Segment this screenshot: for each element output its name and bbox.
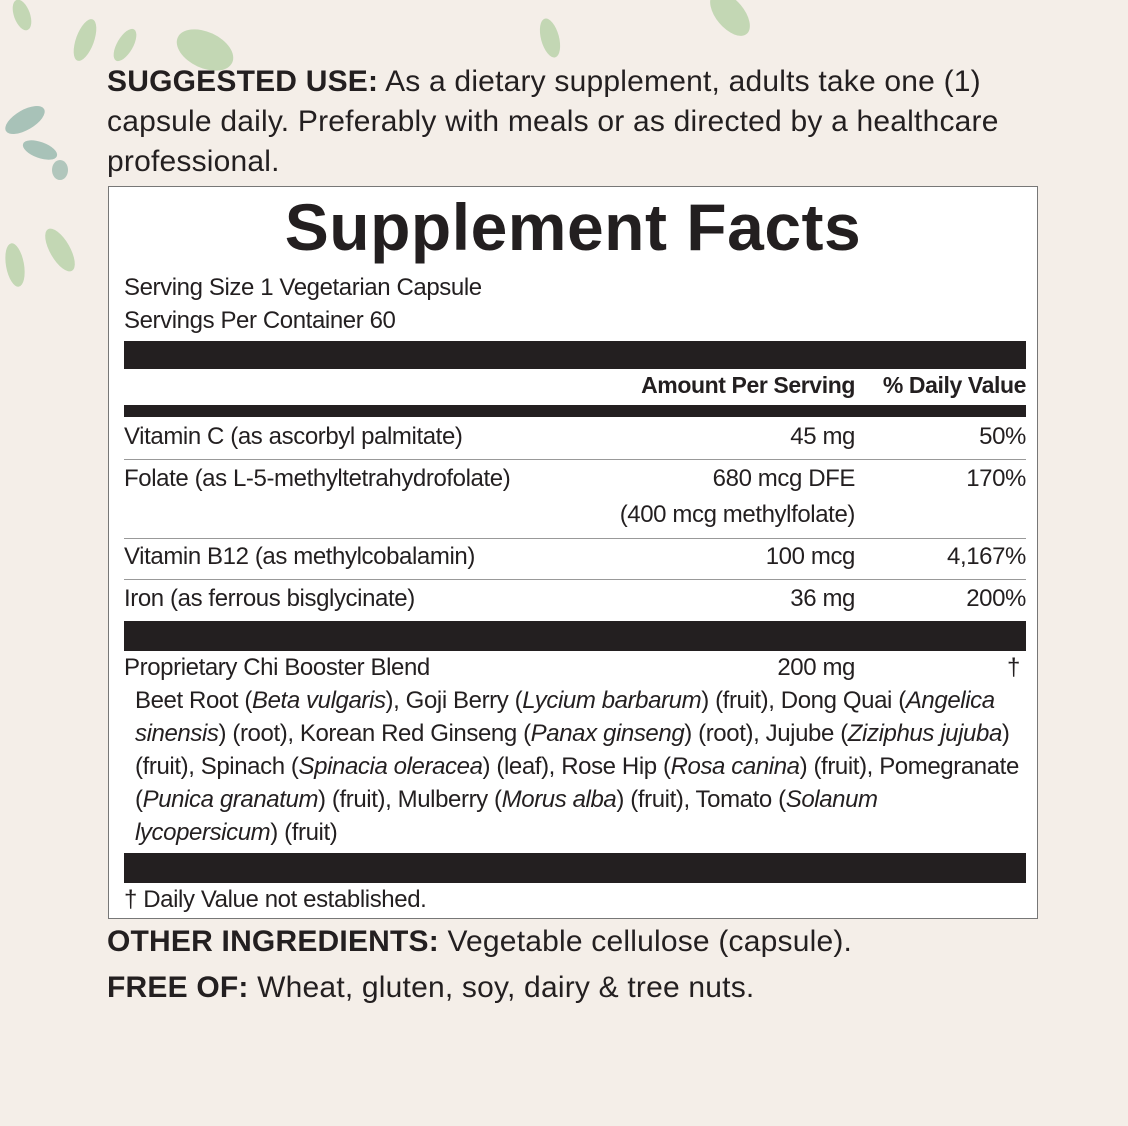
ingredient-text: ) (fruit): [270, 819, 338, 846]
botanical-name: Panax ginseng: [530, 720, 685, 747]
row-divider: [124, 459, 1026, 460]
row-divider: [124, 538, 1026, 539]
botanical-name: Spinacia oleracea: [298, 753, 483, 780]
suggested-use: SUGGESTED USE: As a dietary supplement, …: [107, 62, 1047, 182]
botanical-name: Lycium barbarum: [522, 687, 702, 714]
botanical-name: Punica granatum: [142, 786, 319, 813]
nutrient-row: Vitamin C (as ascorbyl palmitate) 45 mg …: [124, 423, 1026, 453]
daily-value-header: % Daily Value: [882, 372, 1027, 398]
other-ingredients-label: OTHER INGREDIENTS:: [107, 925, 439, 958]
botanical-name: Solanum lycopersicum: [135, 786, 878, 846]
ingredient-text: ) (fruit), Spinach (: [135, 720, 1010, 780]
divider-bar: [124, 405, 1026, 417]
row-divider: [124, 579, 1026, 580]
botanical-name: Angelica sinensis: [135, 687, 995, 747]
blend-name: Proprietary Chi Booster Blend: [124, 654, 430, 681]
nutrient-dv: 50%: [979, 423, 1026, 450]
serving-size: Serving Size 1 Vegetarian Capsule: [124, 274, 482, 301]
free-of-text: Wheat, gluten, soy, dairy & tree nuts.: [248, 971, 755, 1004]
ingredient-text: ) (root), Korean Red Ginseng (: [218, 720, 532, 747]
ingredient-text: ), Goji Berry (: [385, 687, 523, 714]
other-ingredients-text: Vegetable cellulose (capsule).: [438, 925, 853, 958]
free-of: FREE OF: Wheat, gluten, soy, dairy & tre…: [107, 971, 754, 1005]
ingredient-text: ) (fruit), Mulberry (: [318, 786, 502, 813]
nutrient-name: Vitamin C (as ascorbyl palmitate): [124, 423, 463, 450]
botanical-name: Rosa canina: [670, 753, 800, 780]
nutrient-amount: 680 mcg DFE: [712, 465, 856, 492]
nutrient-name: Iron (as ferrous bisglycinate): [124, 585, 415, 612]
nutrient-amount: 100 mcg: [765, 543, 856, 570]
ingredient-text: ) (fruit), Dong Quai (: [701, 687, 906, 714]
divider-bar: [124, 621, 1026, 651]
nutrient-row: Vitamin B12 (as methylcobalamin) 100 mcg…: [124, 543, 1026, 573]
ingredient-text: ) (root), Jujube (: [684, 720, 848, 747]
nutrient-dv: 200%: [966, 585, 1026, 612]
nutrient-dv: 4,167%: [947, 543, 1026, 570]
suggested-use-label: SUGGESTED USE:: [107, 65, 379, 98]
blend-ingredients: Beet Root (Beta vulgaris), Goji Berry (L…: [135, 684, 1025, 849]
botanical-name: Morus alba: [501, 786, 617, 813]
blend-row: Proprietary Chi Booster Blend 200 mg †: [124, 654, 1026, 684]
ingredient-text: ) (fruit), Pomegranate (: [135, 753, 1019, 813]
nutrient-dv: 170%: [966, 465, 1026, 492]
blend-amount: 200 mg: [777, 654, 855, 681]
leaf-decoration: [5, 0, 750, 287]
free-of-label: FREE OF:: [107, 971, 249, 1004]
footnote: † Daily Value not established.: [124, 886, 427, 913]
other-ingredients: OTHER INGREDIENTS: Vegetable cellulose (…: [107, 925, 852, 959]
column-header: Amount Per Serving % Daily Value: [124, 372, 1026, 402]
amount-header: Amount Per Serving: [641, 372, 855, 398]
ingredient-text: ) (fruit), Tomato (: [616, 786, 786, 813]
botanical-name: Ziziphus jujuba: [847, 720, 1002, 747]
nutrient-name: Folate (as L-5-methyltetrahydrofolate): [124, 465, 511, 492]
ingredient-text: Beet Root (: [135, 687, 252, 714]
nutrient-row: Folate (as L-5-methyltetrahydrofolate) 6…: [124, 465, 1026, 535]
ingredient-text: ) (leaf), Rose Hip (: [482, 753, 671, 780]
nutrient-amount-detail: (400 mcg methylfolate): [619, 501, 856, 528]
supplement-facts-panel: Supplement Facts Serving Size 1 Vegetari…: [108, 186, 1038, 919]
divider-bar: [124, 341, 1026, 369]
nutrient-amount: 36 mg: [790, 585, 855, 612]
suggested-use-text: As a dietary supplement, adults take one…: [107, 65, 999, 178]
botanical-name: Beta vulgaris: [252, 687, 386, 714]
nutrient-amount: 45 mg: [790, 423, 855, 450]
nutrient-name: Vitamin B12 (as methylcobalamin): [124, 543, 475, 570]
nutrient-row: Iron (as ferrous bisglycinate) 36 mg 200…: [124, 585, 1026, 615]
divider-bar: [124, 853, 1026, 883]
servings-per-container: Servings Per Container 60: [124, 307, 396, 334]
panel-title: Supplement Facts: [284, 190, 862, 264]
blend-dv: †: [1007, 654, 1020, 681]
